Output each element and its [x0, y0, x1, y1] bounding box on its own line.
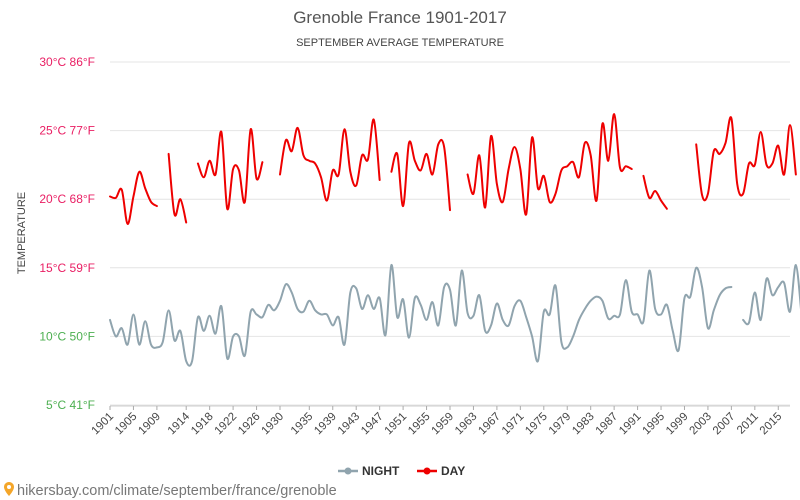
x-tick-label: 1918 [189, 411, 216, 438]
legend-item-night[interactable]: NIGHT [338, 464, 400, 478]
x-tick-label: 1991 [617, 411, 644, 438]
x-tick-label: 2007 [711, 411, 738, 438]
x-tick-label: 1995 [641, 411, 668, 438]
series-line-day [695, 116, 797, 202]
legend-marker-night [344, 467, 352, 475]
series-line-day [279, 118, 381, 202]
x-tick-label: 1987 [594, 411, 621, 438]
legend[interactable]: NIGHT DAY [338, 464, 465, 478]
gridlines [110, 61, 790, 407]
x-tick-label: 1901 [90, 411, 117, 438]
credit-link[interactable]: hikersbay.com/climate/september/france/g… [17, 483, 337, 499]
y-axis-ticks: 5°C 41°F 10°C 50°F 15°C 59°F 20°C 68°F 25°C … [39, 55, 95, 412]
x-tick-label: 1983 [570, 411, 597, 438]
y-tick-label: 5°C 41°F [46, 398, 95, 412]
x-tick-label: 1951 [383, 411, 410, 438]
x-tick-label: 1914 [166, 410, 193, 437]
y-axis-label: TEMPERATURE [16, 192, 28, 274]
series-line-night [742, 264, 800, 326]
chart-title: Grenoble France 1901-2017 [293, 8, 507, 27]
y-tick-label: 10°C 50°F [39, 329, 95, 343]
series-line-day [196, 128, 264, 211]
y-tick-label: 15°C 59°F [39, 261, 95, 275]
x-tick-label: 1947 [359, 411, 386, 438]
x-tick-label: 1975 [523, 411, 550, 438]
y-tick-label: 20°C 68°F [39, 192, 95, 206]
x-tick-label: 1955 [406, 411, 433, 438]
legend-item-day[interactable]: DAY [417, 464, 465, 478]
legend-label-day: DAY [441, 464, 465, 478]
x-tick-label: 1939 [312, 411, 339, 438]
series-day [109, 113, 797, 225]
map-pin-icon [4, 482, 14, 496]
x-tick-label: 1979 [547, 411, 574, 438]
y-tick-label: 25°C 77°F [39, 124, 95, 138]
series-line-day [466, 113, 633, 216]
x-tick-label: 1922 [213, 411, 240, 438]
x-tick-label: 2003 [687, 411, 714, 438]
x-tick-label: 1963 [453, 411, 480, 438]
x-tick-label: 1943 [336, 411, 363, 438]
series-night [109, 264, 800, 367]
series-line-day [109, 170, 158, 225]
series-line-night [109, 264, 733, 367]
chart-subtitle: SEPTEMBER AVERAGE TEMPERATURE [296, 37, 504, 49]
series-lines [109, 113, 800, 367]
x-tick-label: 1909 [136, 411, 163, 438]
x-tick-label: 1959 [430, 411, 457, 438]
series-line-day [167, 152, 188, 224]
x-tick-label: 1971 [500, 411, 527, 438]
x-tick-label: 2015 [758, 411, 785, 438]
series-line-day [642, 174, 668, 210]
legend-marker-day [423, 467, 431, 475]
x-tick-label: 1999 [664, 411, 691, 438]
x-tick-label: 1926 [236, 411, 263, 438]
x-tick-label: 1905 [113, 411, 140, 438]
series-line-day [390, 138, 451, 212]
legend-label-night: NIGHT [362, 464, 400, 478]
x-tick-label: 2011 [735, 411, 761, 437]
x-tick-label: 1930 [260, 411, 287, 438]
x-tick-label: 1935 [289, 411, 316, 438]
credit[interactable]: hikersbay.com/climate/september/france/g… [4, 482, 337, 499]
y-tick-label: 30°C 86°F [39, 55, 95, 69]
x-tick-label: 1967 [476, 411, 503, 438]
